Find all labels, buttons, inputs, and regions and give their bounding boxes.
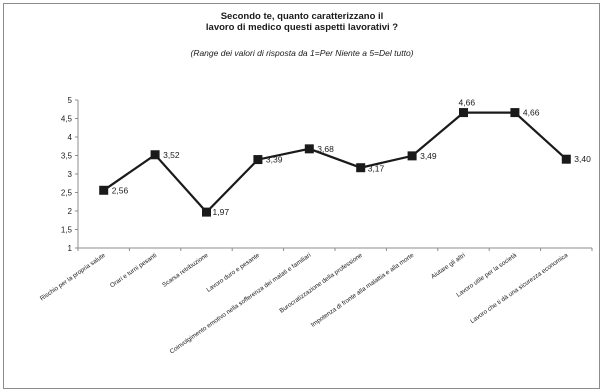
data-point xyxy=(253,155,263,165)
data-point xyxy=(304,144,314,154)
chart-title-line-2: lavoro di medico questi aspetti lavorati… xyxy=(205,22,399,33)
data-point xyxy=(561,154,571,164)
data-point xyxy=(99,185,109,195)
y-tick-label: 5 xyxy=(68,96,73,105)
chart-title: Secondo te, quanto caratterizzano il lav… xyxy=(0,11,604,33)
y-tick-label: 1,5 xyxy=(61,226,73,235)
data-label: 4,66 xyxy=(523,108,540,118)
data-label: 3,68 xyxy=(317,144,334,154)
y-tick-label: 1 xyxy=(68,244,73,253)
x-tick-label: Scarsa retribuzione xyxy=(161,252,210,289)
data-point xyxy=(150,150,160,160)
data-point xyxy=(459,108,468,118)
y-tick-label: 2 xyxy=(68,207,73,216)
data-label: 3,39 xyxy=(266,155,283,165)
x-tick-label: Burocratizzazione della professione xyxy=(278,252,364,315)
data-label: 4,66 xyxy=(459,98,476,108)
x-tick-label: Lavoro duro e pesante xyxy=(205,252,261,294)
data-point xyxy=(407,151,417,161)
x-tick-label: Rischio per la propria salute xyxy=(39,252,107,303)
x-tick-label: Orari e turni pesanti xyxy=(109,252,158,289)
chart-frame xyxy=(3,3,600,389)
data-label: 3,52 xyxy=(163,150,180,160)
data-point xyxy=(356,163,366,173)
x-axis-labels: Rischio per la propria salute Orari e tur… xyxy=(39,252,570,356)
data-label: 2,56 xyxy=(112,185,129,195)
x-tick-label: Aiutare gli altri xyxy=(430,252,467,281)
data-point xyxy=(510,108,520,118)
y-tick-label: 3 xyxy=(68,170,73,179)
data-label: 3,40 xyxy=(574,154,591,164)
x-tick-label: Lavoro che ti dà una sicurezza economica xyxy=(469,252,570,325)
chart-axes: 1 1,5 2 2,5 3 3,5 4 4,5 5 xyxy=(61,96,593,253)
data-point xyxy=(202,207,211,217)
chart-title-line-1: Secondo te, quanto caratterizzano il xyxy=(220,11,384,22)
y-tick-label: 2,5 xyxy=(61,189,73,198)
chart-subtitle: (Range dei valori di risposta da 1=Per N… xyxy=(190,48,414,58)
y-tick-label: 4,5 xyxy=(61,115,73,124)
x-tick-label: Impotenza di fronte alla malattia e alla… xyxy=(310,252,416,329)
chart-series: 2,56 3,52 1,97 3,39 3,68 3,17 3,49 4,66 4,66 3,40 xyxy=(99,98,591,217)
y-tick-label: 4 xyxy=(68,133,73,142)
y-tick-label: 3,5 xyxy=(61,152,73,161)
data-label: 3,49 xyxy=(420,151,437,161)
data-label: 3,17 xyxy=(368,164,385,174)
series-line xyxy=(103,111,568,214)
data-label: 1,97 xyxy=(213,207,230,217)
